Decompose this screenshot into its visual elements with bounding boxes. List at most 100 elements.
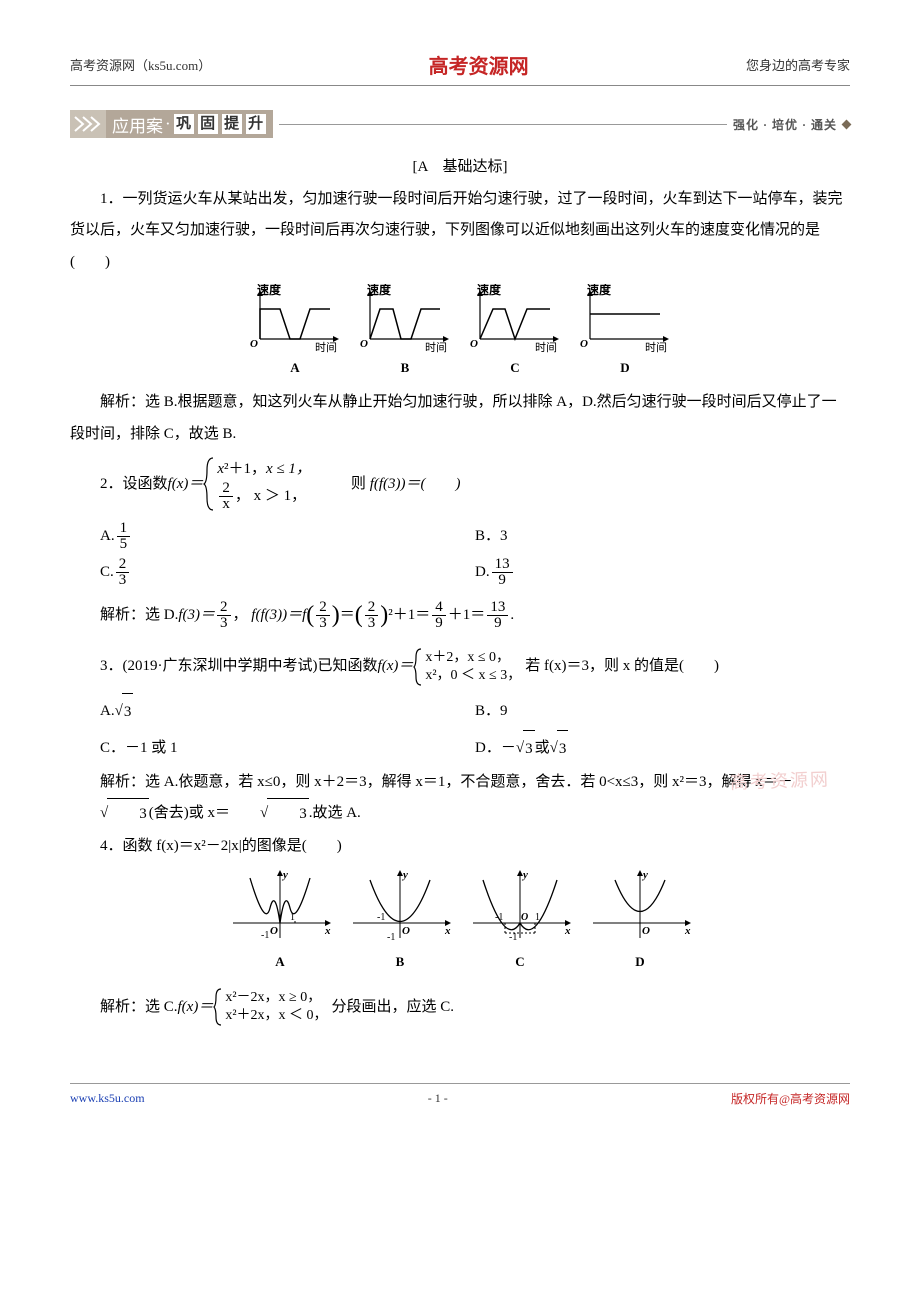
svg-text:x: x (564, 925, 571, 937)
q4-answer: 解析：选 C. f(x)＝ x²－2x，x ≥ 0， x²＋2x，x ＜ 0， … (70, 981, 850, 1033)
svg-text:O: O (470, 338, 478, 350)
svg-text:y: y (281, 869, 288, 881)
svg-text:-1: -1 (387, 932, 395, 943)
banner-box: 应用案 · 巩 固 提 升 (70, 110, 273, 138)
section-banner: 应用案 · 巩 固 提 升 强化 · 培优 · 通关 (70, 110, 850, 138)
q1-label-c: C (510, 354, 519, 381)
page-header: 高考资源网（ks5u.com） 高考资源网 您身边的高考专家 (70, 50, 850, 79)
q1-graph-a: 速度 O 时间 A (245, 284, 345, 381)
q1-graph-d: 速度 O 时间 D (575, 284, 675, 381)
banner-tile-1: 巩 (174, 114, 194, 134)
q1-body: 一列货运火车从某站出发，匀加速行驶一段时间后开始匀速行驶，过了一段时间，火车到达… (70, 191, 843, 270)
svg-text:O: O (270, 925, 278, 937)
banner-line (279, 124, 727, 125)
svg-text:-1: -1 (509, 932, 517, 943)
diamond-icon (842, 119, 852, 129)
footer-left: www.ks5u.com (70, 1091, 145, 1106)
q4-graphs: y x O 1 -1 A y x O -1 -1 (70, 868, 850, 975)
svg-text:O: O (250, 338, 258, 350)
footer: www.ks5u.com - 1 - 版权所有@高考资源网 (70, 1083, 850, 1107)
q2-opt-a: A.15 (100, 518, 475, 554)
header-left: 高考资源网（ks5u.com） (70, 55, 211, 74)
q4-graph-a: y x O 1 -1 A (225, 868, 335, 975)
svg-text:时间: 时间 (535, 341, 557, 354)
q3-line: 3． (2019·广东深圳中学期中考试) 已知函数 f(x)＝ x＋2，x ≤ … (70, 641, 850, 693)
q3-opts: A.√3 B．9 C．－1 或 1 D．－√3或√3 (70, 693, 850, 767)
q1-label-b: B (401, 354, 410, 381)
footer-right: 版权所有@高考资源网 (731, 1090, 850, 1107)
q1-num: 1． (100, 191, 123, 207)
q3-tail: 若 f(x)＝3，则 x 的值是( ) (525, 651, 719, 683)
content: [A 基础达标] 1．一列货运火车从某站出发，匀加速行驶一段时间后开始匀速行驶，… (70, 152, 850, 1033)
q4-graph-b: y x O -1 -1 B (345, 868, 455, 975)
svg-text:O: O (642, 925, 650, 937)
svg-text:O: O (580, 338, 588, 350)
q2-fn: f(x)＝ (168, 469, 204, 501)
svg-text:-1: -1 (377, 912, 385, 923)
q1-graph-b: 速度 O 时间 B (355, 284, 455, 381)
q4-label-d: D (635, 948, 644, 975)
svg-text:y: y (521, 869, 528, 881)
q3-opt-a: A.√3 (100, 693, 475, 730)
q4-label-b: B (396, 948, 405, 975)
q1-graph-c: 速度 O 时间 C (465, 284, 565, 381)
svg-text:O: O (402, 925, 410, 937)
q3-lead: 已知函数 (318, 651, 378, 683)
q4-graph-d: y x O D (585, 868, 695, 975)
q3-cases: x＋2，x ≤ 0， x²，0 ＜ x ≤ 3， (425, 649, 521, 685)
svg-text:O: O (521, 912, 528, 923)
q4-label-a: A (275, 948, 284, 975)
svg-text:时间: 时间 (425, 341, 447, 354)
q1-answer: 解析：选 B.根据题意，知这列火车从静止开始匀加速行驶，所以排除 A，D.然后匀… (70, 387, 850, 450)
q3-brace: x＋2，x ≤ 0， x²，0 ＜ x ≤ 3， (413, 647, 521, 687)
header-center: 高考资源网 (429, 50, 529, 79)
q2-opt-d: D.139 (475, 554, 850, 590)
q4-text: 4．函数 f(x)＝x²－2|x|的图像是( ) (70, 831, 850, 863)
q2-line: 2． 设函数 f(x)＝ x²＋1，x ≤ 1， 2x ， x ＞ 1， 则 f… (70, 450, 850, 518)
svg-text:x: x (444, 925, 451, 937)
q4-graph-c: y x O -1 1 -1 C (465, 868, 575, 975)
q2-lead: 设函数 (123, 469, 168, 501)
svg-text:y: y (641, 869, 648, 881)
header-rule (70, 85, 850, 86)
q3-fn: f(x)＝ (378, 651, 414, 683)
svg-text:y: y (401, 869, 408, 881)
q2-opts: A.15 B．3 C.23 D.139 (70, 518, 850, 590)
banner-tile-3: 提 (222, 114, 242, 134)
banner-plain: 应用案 (112, 112, 163, 137)
q3-src: (2019·广东深圳中学期中考试) (123, 651, 318, 683)
q2-opt-b: B．3 (475, 518, 850, 554)
banner-tile-4: 升 (246, 114, 266, 134)
q3-num: 3． (100, 651, 123, 683)
svg-text:O: O (360, 338, 368, 350)
q2-brace: x²＋1，x ≤ 1， 2x ， x ＞ 1， (203, 456, 311, 512)
section-label: [A 基础达标] (70, 152, 850, 184)
header-right: 您身边的高考专家 (746, 55, 850, 74)
banner-right: 强化 · 培优 · 通关 (733, 116, 837, 133)
q4-body: 函数 f(x)＝x²－2|x|的图像是( ) (123, 838, 342, 854)
svg-text:-1: -1 (261, 930, 269, 941)
q1-label-d: D (620, 354, 629, 381)
q2-opt-c: C.23 (100, 554, 475, 590)
banner-dot: · (165, 114, 171, 134)
q1-graphs: 速度 O 时间 A 速度 O (70, 284, 850, 381)
svg-text:时间: 时间 (315, 341, 337, 354)
q3-opt-c: C．－1 或 1 (100, 730, 475, 767)
arrows-icon (70, 110, 106, 138)
banner-text: 应用案 · 巩 固 提 升 (106, 112, 273, 137)
q3-opt-b: B．9 (475, 693, 850, 730)
q3-opt-d: D．－√3或√3 (475, 730, 850, 767)
q4-brace: x²－2x，x ≥ 0， x²＋2x，x ＜ 0， (213, 987, 327, 1027)
q1-label-a: A (290, 354, 299, 381)
footer-mid: - 1 - (428, 1091, 448, 1106)
svg-text:时间: 时间 (645, 341, 667, 354)
q4-num: 4． (100, 838, 123, 854)
q2-num: 2． (100, 469, 123, 501)
watermark: 高考资源网 (729, 761, 830, 802)
q2-answer: 解析：选 D. f(3)＝23， f(f(3))＝f(23) ＝(23)²＋1＝… (70, 590, 850, 640)
q2-cases: x²＋1，x ≤ 1， 2x ， x ＞ 1， (217, 457, 311, 512)
svg-text:x: x (684, 925, 691, 937)
banner-tile-2: 固 (198, 114, 218, 134)
q4-label-c: C (515, 948, 524, 975)
q1-text: 1．一列货运火车从某站出发，匀加速行驶一段时间后开始匀速行驶，过了一段时间，火车… (70, 184, 850, 279)
